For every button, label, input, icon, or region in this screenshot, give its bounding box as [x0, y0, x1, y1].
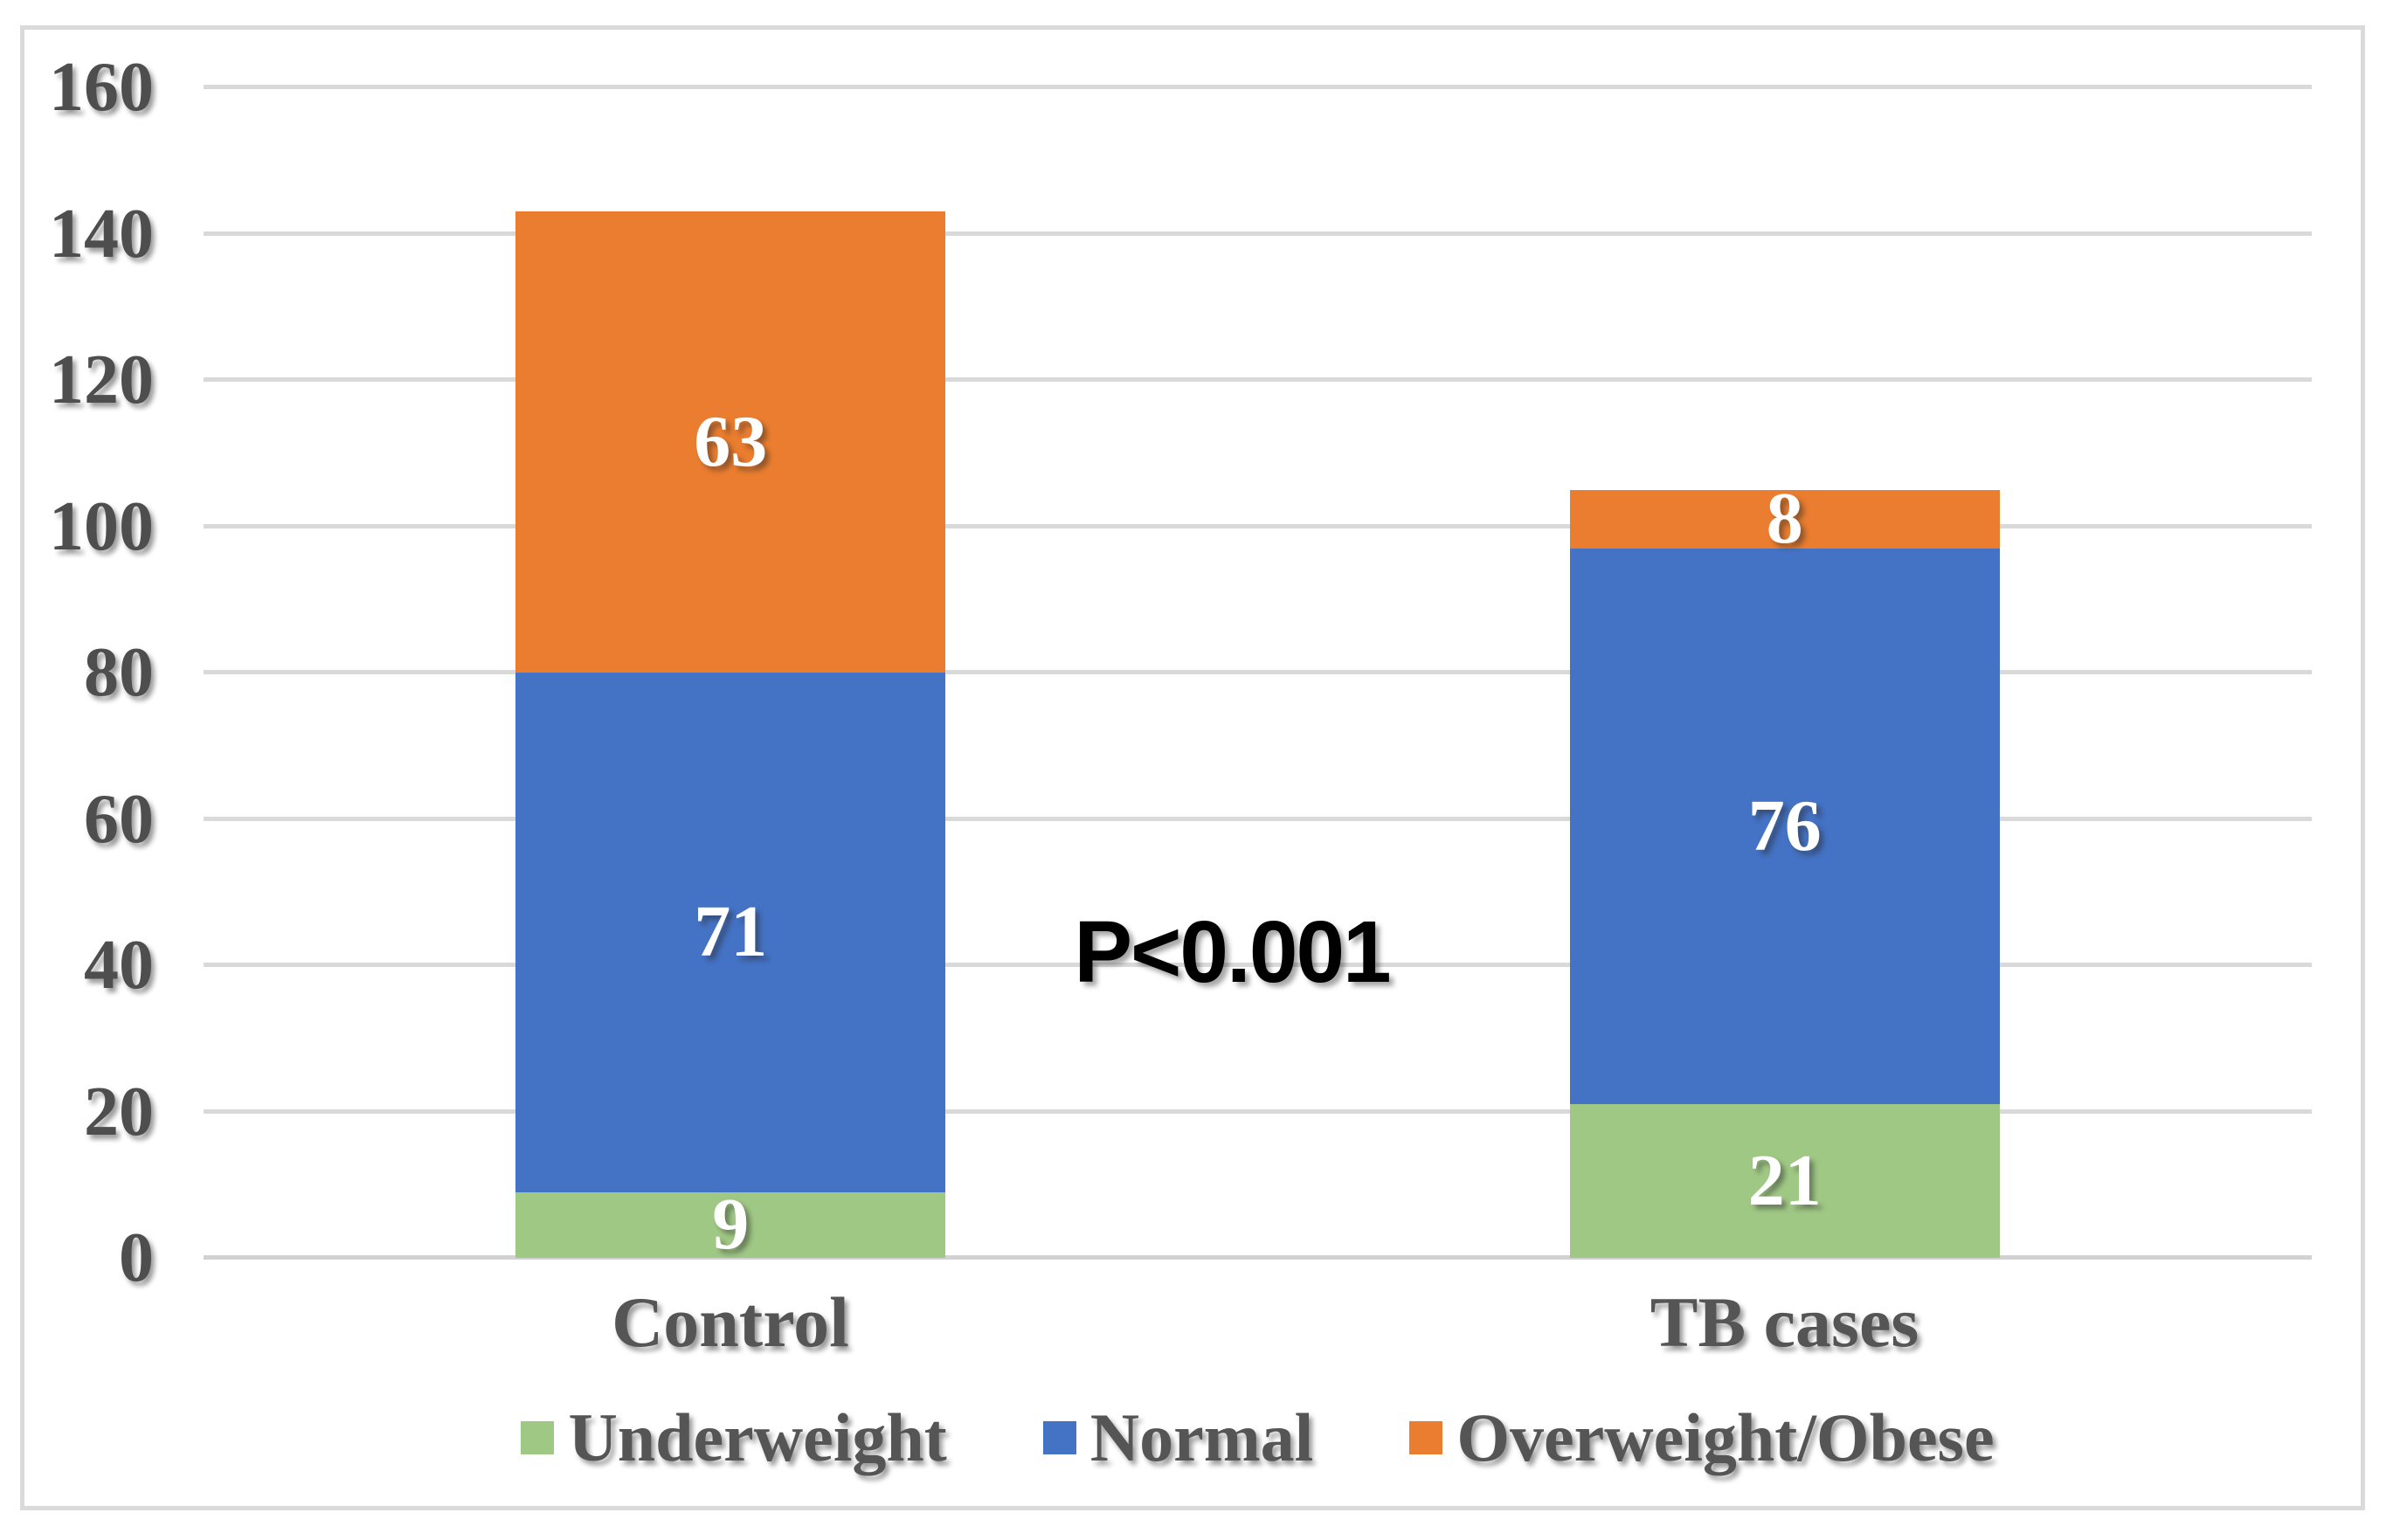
data-label: 71 [694, 891, 768, 973]
y-tick-label-120: 120 [49, 342, 154, 418]
y-tick-label-140: 140 [49, 195, 154, 273]
y-tick-label-20: 20 [84, 1073, 154, 1150]
y-tick-label-0: 0 [119, 1219, 154, 1296]
bar-tb-cases: 21 76 8 [1569, 87, 2000, 1258]
legend-swatch-overweight-obese [1409, 1421, 1443, 1454]
bar-segment-underweight: 21 [1569, 1104, 2000, 1258]
data-label: 76 [1747, 784, 1822, 867]
bar-segment-overweight-obese: 8 [1569, 482, 2000, 556]
gridline-40 [204, 963, 2312, 967]
bar-segment-underweight: 9 [515, 1188, 946, 1261]
y-tick-label-40: 40 [84, 927, 154, 1004]
legend-item-underweight: Underweight [521, 1399, 947, 1475]
y-tick-label-100: 100 [49, 487, 154, 565]
legend-item-normal: Normal [1042, 1399, 1314, 1475]
gridline-20 [204, 1108, 2312, 1114]
data-label: 8 [1766, 478, 1803, 560]
y-tick-label-60: 60 [84, 780, 154, 858]
p-value-annotation: P<0.001 [1074, 903, 1391, 1001]
x-axis-label-control: Control [612, 1282, 849, 1362]
bar-segment-normal: 76 [1569, 548, 2000, 1105]
gridline-120 [204, 377, 2312, 382]
legend-swatch-normal [1042, 1421, 1076, 1454]
legend-label: Overweight/Obese [1456, 1399, 1995, 1475]
x-axis-label-tb-cases: TB cases [1650, 1282, 1919, 1362]
bar-segment-overweight-obese: 63 [515, 211, 946, 673]
y-tick-label-160: 160 [49, 49, 154, 126]
legend-item-overweight-obese: Overweight/Obese [1409, 1399, 1995, 1475]
data-label: 63 [694, 401, 768, 483]
x-axis: Control TB cases [204, 1282, 2312, 1363]
y-tick-label-80: 80 [84, 634, 154, 711]
x-axis-line [204, 1255, 2312, 1260]
gridline-100 [204, 523, 2312, 528]
gridline-80 [204, 670, 2312, 674]
legend-label: Underweight [568, 1399, 947, 1475]
bar-control: 9 71 63 [515, 87, 946, 1261]
y-axis: 0 20 40 60 80 100 120 140 160 [0, 51, 154, 1295]
gridline-160 [204, 85, 2312, 89]
legend-label: Normal [1089, 1399, 1314, 1475]
bar-segment-normal: 71 [515, 673, 946, 1192]
gridline-60 [204, 816, 2312, 821]
gridline-140 [204, 231, 2312, 236]
chart-legend: Underweight Normal Overweight/Obese [204, 1396, 2312, 1480]
data-label: 9 [712, 1184, 750, 1266]
legend-swatch-underweight [521, 1421, 555, 1454]
data-label: 21 [1747, 1140, 1822, 1222]
plot-area: 9 71 63 21 76 8 [204, 85, 2312, 1261]
